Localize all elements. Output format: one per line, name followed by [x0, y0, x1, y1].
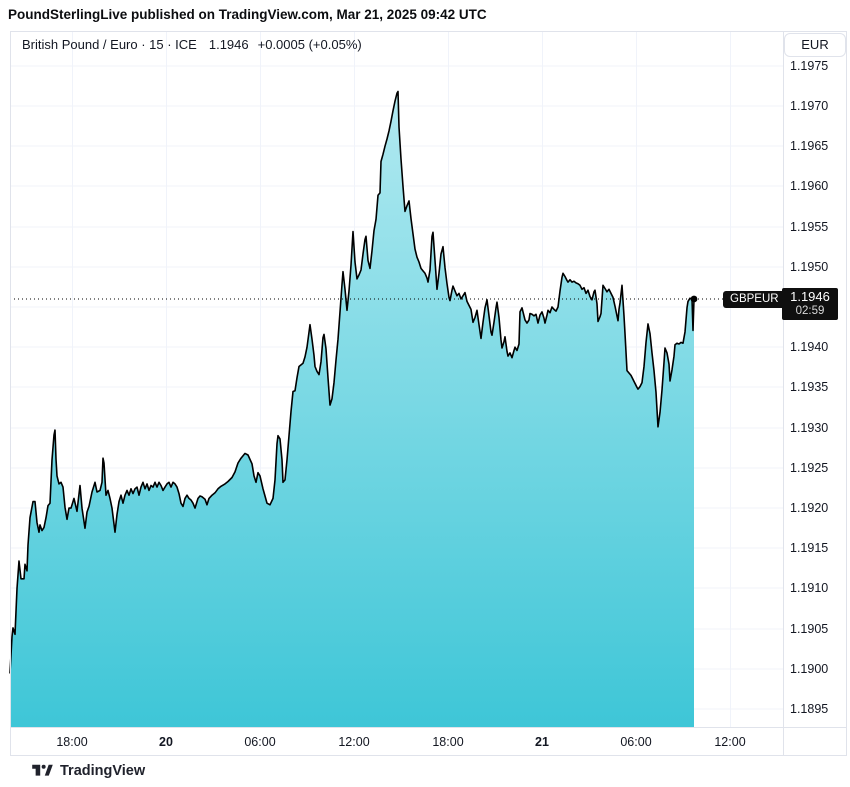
time-axis-separator — [10, 727, 847, 728]
time-tick-label: 18:00 — [432, 735, 464, 749]
area-fill — [10, 91, 694, 727]
last-price-dot — [690, 295, 698, 303]
time-tick-label: 20 — [159, 735, 173, 749]
price-tick-label: 1.1975 — [790, 58, 829, 73]
price-tick-label: 1.1915 — [790, 541, 829, 556]
price-line — [9, 90, 695, 674]
tradingview-brand-text: TradingView — [60, 763, 146, 779]
bar-countdown: 02:59 — [795, 305, 825, 317]
price-tick-label: 1.1910 — [790, 581, 829, 596]
legend-symbol-title[interactable]: British Pound / Euro · 15 · ICE — [22, 37, 197, 52]
price-tick-label: 1.1920 — [790, 501, 829, 516]
price-tick-label: 1.1900 — [790, 661, 829, 676]
price-tick-label: 1.1940 — [790, 340, 829, 355]
last-price-symbol-pill: GBPEUR — [723, 291, 786, 308]
time-tick-label: 06:00 — [620, 735, 652, 749]
time-tick-label: 12:00 — [338, 735, 370, 749]
currency-unit-button[interactable]: EUR — [784, 33, 846, 57]
time-tick-label: 12:00 — [714, 735, 746, 749]
price-tick-label: 1.1970 — [790, 99, 829, 114]
price-tick-label: 1.1930 — [790, 420, 829, 435]
price-tick-label: 1.1960 — [790, 179, 829, 194]
time-tick-label: 21 — [535, 735, 549, 749]
price-tick-label: 1.1965 — [790, 139, 829, 154]
price-axis-separator — [783, 31, 784, 756]
chart-legend[interactable]: British Pound / Euro · 15 · ICE 1.1946 +0.… — [22, 37, 362, 52]
price-tick-label: 1.1905 — [790, 621, 829, 636]
price-tick-label: 1.1950 — [790, 259, 829, 274]
price-tick-label: 1.1925 — [790, 460, 829, 475]
tradingview-icon — [32, 764, 53, 776]
time-tick-label: 18:00 — [56, 735, 88, 749]
legend-last-price: 1.1946 — [208, 37, 249, 52]
last-price-axis-label: 1.1946 02:59 — [782, 288, 838, 320]
legend-change: +0.0005 (+0.05%) — [257, 37, 362, 52]
attribution-text: PoundSterlingLive published on TradingVi… — [8, 7, 487, 22]
price-tick-label: 1.1955 — [790, 219, 829, 234]
price-tick-label: 1.1895 — [790, 702, 829, 717]
last-price-value: 1.1946 — [790, 289, 830, 304]
price-tick-label: 1.1935 — [790, 380, 829, 395]
tradingview-attribution-logo[interactable]: TradingView — [32, 762, 145, 780]
time-tick-label: 06:00 — [244, 735, 276, 749]
